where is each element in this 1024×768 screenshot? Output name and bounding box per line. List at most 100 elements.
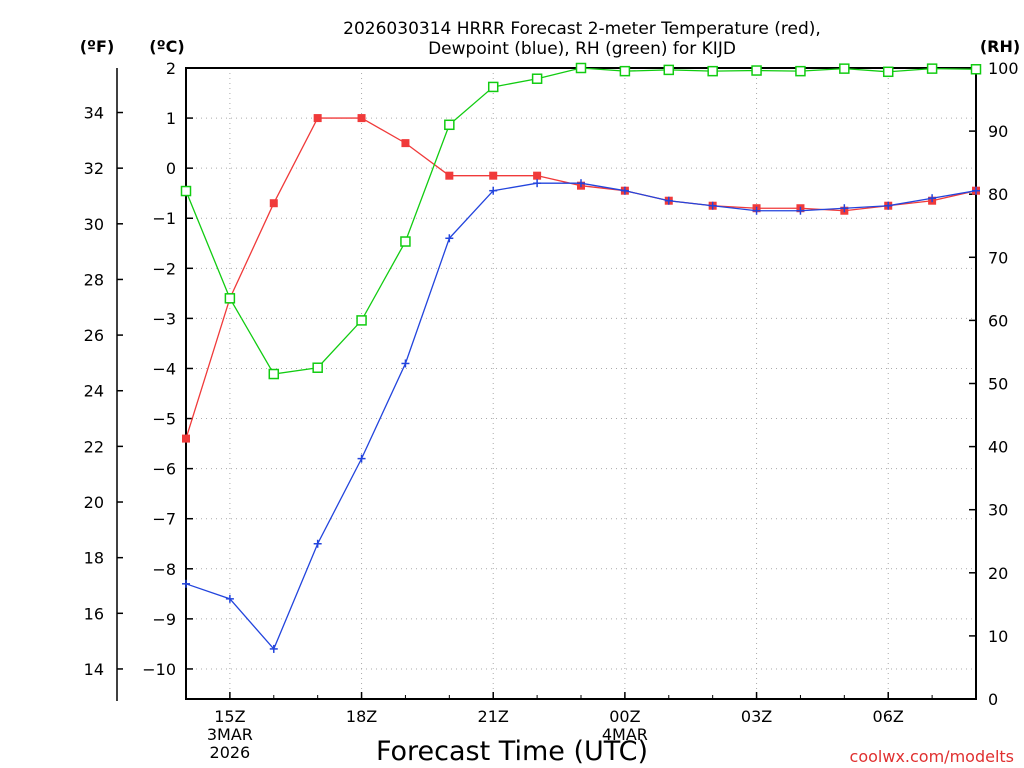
rh-point (619, 65, 631, 77)
rh-line (185, 67, 977, 375)
fahrenheit-tick-label: 24 (84, 382, 104, 401)
dewpoint-line (185, 182, 977, 651)
temperature-point (445, 171, 454, 180)
chart-title-line-1: 2026030314 HRRR Forecast 2-meter Tempera… (343, 19, 821, 39)
celsius-tick-label: −10 (142, 660, 176, 679)
rh-point (663, 64, 675, 76)
x-tick-label: 15Z (214, 707, 245, 726)
celsius-tick-label: −6 (152, 460, 176, 479)
celsius-tick-label: −2 (152, 259, 176, 278)
rh-point (970, 64, 982, 75)
x-tick-label: 18Z (346, 707, 377, 726)
rh-point (444, 119, 455, 131)
dewpoint-point (357, 454, 366, 463)
rh-point (400, 236, 411, 247)
fahrenheit-tick-label: 28 (84, 270, 104, 289)
rh-point (224, 293, 236, 304)
rh-point (487, 81, 499, 93)
rh-tick-label: 50 (988, 375, 1008, 394)
rh-tick-label: 0 (988, 690, 998, 709)
rh-tick-label: 90 (988, 122, 1008, 141)
dewpoint-point (225, 594, 234, 603)
celsius-tick-label: −3 (152, 309, 176, 328)
rh-point (839, 63, 850, 74)
x-tick-label: 06Z (873, 707, 904, 726)
temperature-point (489, 171, 498, 180)
rh-point (312, 362, 323, 373)
fahrenheit-tick-label: 14 (84, 660, 104, 679)
dewpoint-point (577, 179, 585, 188)
dewpoint-point (884, 201, 893, 210)
rh-point (751, 65, 762, 76)
dewpoint-point (928, 194, 937, 203)
fahrenheit-tick-label: 26 (84, 326, 104, 345)
rh-point (180, 185, 192, 197)
dewpoint-point (972, 186, 980, 195)
fahrenheit-tick-label: 20 (84, 493, 104, 512)
grid-lines (117, 67, 977, 700)
data-series (180, 62, 982, 653)
dewpoint-point (533, 179, 542, 188)
rh-point (575, 62, 587, 74)
celsius-tick-label: −7 (152, 510, 176, 529)
celsius-tick-label: 0 (166, 159, 176, 178)
dewpoint-point (401, 359, 410, 368)
x-tick-label: 2026 (210, 743, 251, 762)
rh-point (707, 65, 718, 77)
rh-tick-label: 40 (988, 438, 1008, 457)
celsius-tick-label: −5 (152, 410, 176, 429)
temperature-point (357, 114, 366, 123)
x-axis-label: Forecast Time (UTC) (376, 736, 648, 767)
dewpoint-point (313, 539, 322, 548)
dewpoint-point (708, 201, 717, 210)
rh-point (531, 73, 543, 84)
fahrenheit-unit-label: (ºF) (80, 37, 115, 56)
fahrenheit-tick-label: 34 (84, 104, 104, 123)
rh-point (356, 315, 367, 326)
rh-point (926, 63, 938, 74)
temperature-point (313, 114, 322, 123)
celsius-tick-label: −1 (152, 209, 176, 228)
rh-tick-label: 70 (988, 248, 1008, 267)
rh-point (268, 368, 280, 380)
temperature-point (401, 139, 410, 148)
rh-tick-label: 30 (988, 501, 1008, 520)
rh-tick-label: 100 (988, 59, 1019, 78)
temperature-line (185, 117, 977, 439)
dewpoint-point (840, 204, 849, 213)
celsius-tick-label: 2 (166, 59, 176, 78)
fahrenheit-tick-label: 18 (84, 549, 104, 568)
dewpoint-point (182, 579, 190, 588)
rh-point (795, 65, 806, 77)
plot-frame (185, 67, 977, 700)
fahrenheit-tick-label: 32 (84, 159, 104, 178)
dewpoint-point (620, 186, 629, 195)
celsius-tick-label: 1 (166, 109, 176, 128)
rh-tick-label: 10 (988, 627, 1008, 646)
credit-text: coolwx.com/modelts (850, 747, 1014, 766)
rh-tick-label: 60 (988, 311, 1008, 330)
celsius-tick-label: −9 (152, 610, 176, 629)
fahrenheit-tick-label: 22 (84, 437, 104, 456)
temperature-point (533, 171, 542, 180)
celsius-tick-label: −8 (152, 560, 176, 579)
rh-unit-label: (RH) (980, 37, 1020, 56)
dewpoint-point (269, 644, 278, 653)
x-tick-label: 21Z (478, 707, 509, 726)
x-tick-label: 4MAR (602, 725, 648, 744)
x-tick-label: 00Z (609, 707, 640, 726)
dewpoint-point (489, 186, 498, 195)
rh-point (882, 66, 894, 78)
temperature-point (269, 199, 278, 208)
dewpoint-point (445, 234, 454, 243)
dewpoint-point (664, 196, 673, 205)
temperature-point (182, 434, 190, 443)
chart-title-line-2: Dewpoint (blue), RH (green) for KIJD (428, 39, 736, 59)
dewpoint-point (796, 206, 805, 215)
x-tick-label: 3MAR (207, 725, 253, 744)
rh-tick-label: 20 (988, 564, 1008, 583)
celsius-tick-label: −4 (152, 359, 176, 378)
fahrenheit-tick-label: 16 (84, 604, 104, 623)
